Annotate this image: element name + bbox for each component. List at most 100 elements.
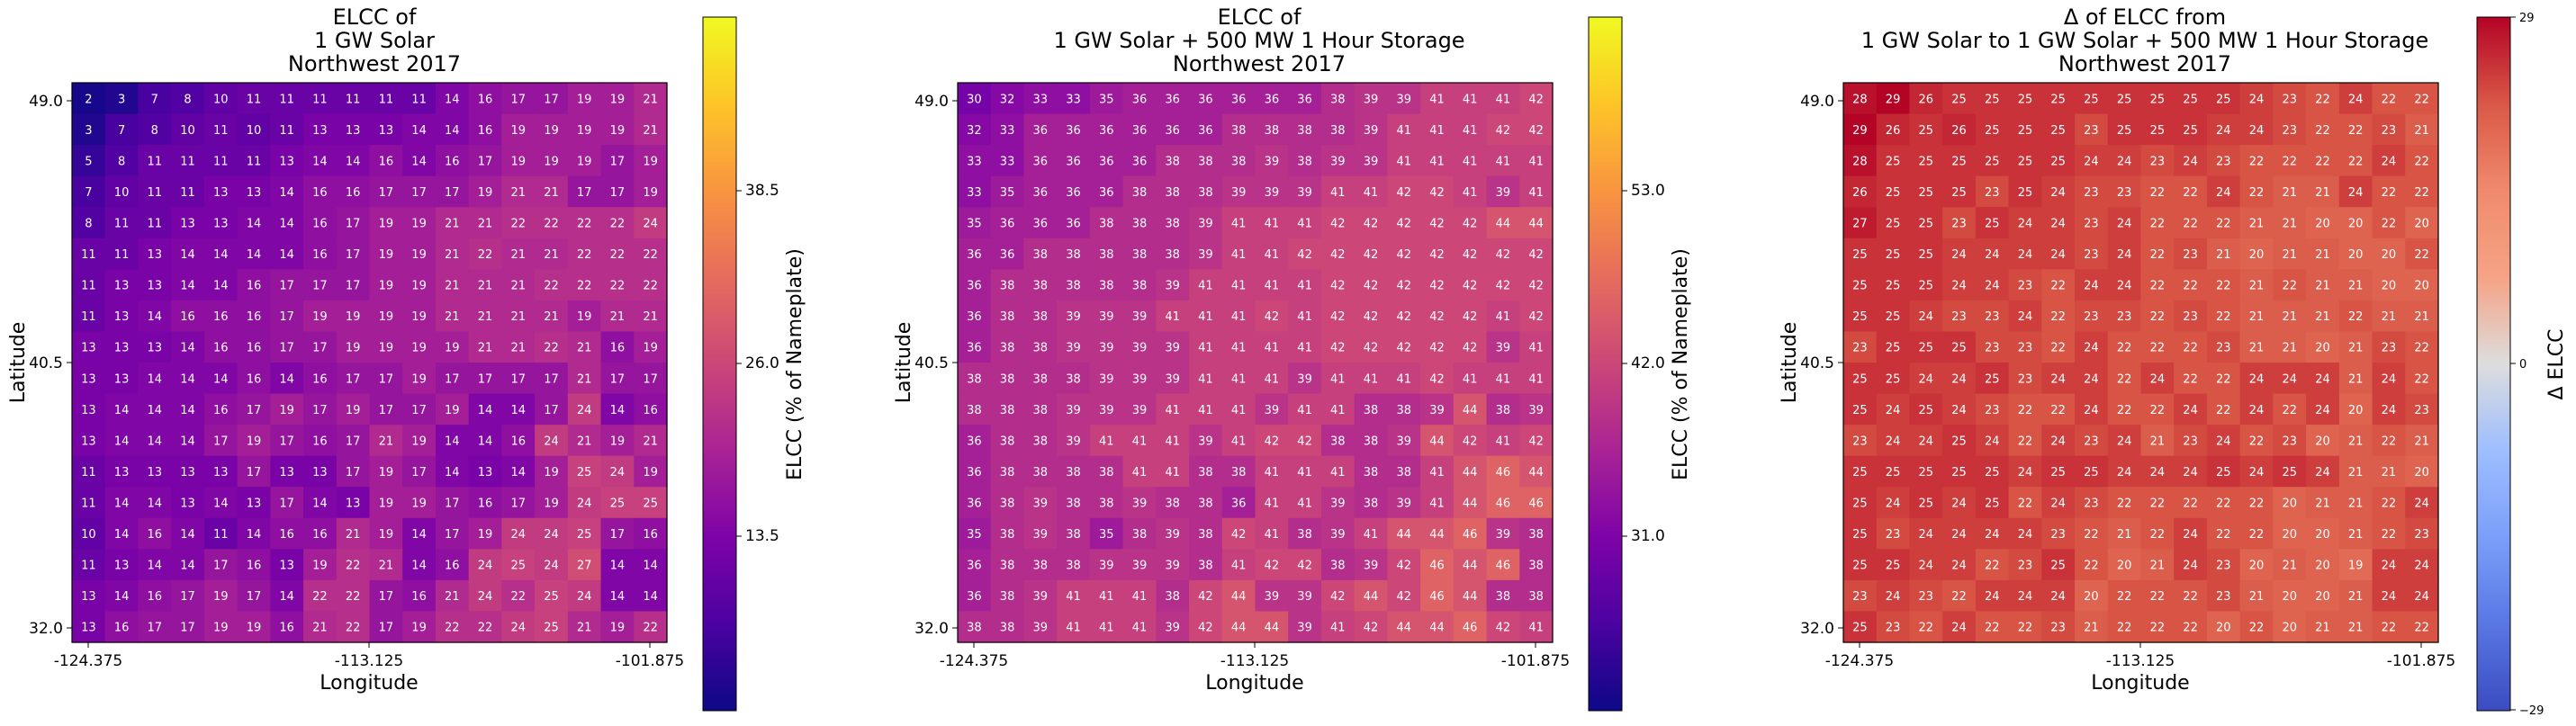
heatmap-cell bbox=[171, 517, 205, 550]
heatmap-cell bbox=[2075, 363, 2109, 395]
heatmap-cell bbox=[1942, 269, 1977, 301]
heatmap-cell bbox=[501, 455, 536, 488]
heatmap-cell bbox=[2372, 238, 2406, 270]
heatmap-cell bbox=[2338, 611, 2373, 643]
heatmap-cell-label: 22 bbox=[610, 218, 626, 231]
heatmap-cell-label: 38 bbox=[1132, 528, 1148, 542]
heatmap-cell bbox=[2174, 611, 2208, 643]
heatmap-cell bbox=[336, 238, 371, 270]
heatmap-cell-label: 21 bbox=[544, 186, 559, 200]
heatmap-cell bbox=[1320, 425, 1356, 457]
heatmap-cell-label: 22 bbox=[346, 622, 361, 635]
heatmap-cell bbox=[1288, 300, 1322, 333]
heatmap-cell bbox=[1189, 207, 1223, 239]
heatmap-cell-label: 10 bbox=[213, 93, 229, 106]
heatmap-cell bbox=[1122, 455, 1157, 488]
heatmap-cell-label: 16 bbox=[445, 560, 460, 573]
heatmap-cell bbox=[336, 83, 371, 115]
heatmap-cell bbox=[2107, 455, 2142, 488]
heatmap-cell bbox=[468, 145, 502, 177]
heatmap-cell bbox=[535, 83, 569, 115]
heatmap-cell-label: 7 bbox=[118, 124, 125, 138]
heatmap-cell bbox=[2405, 393, 2439, 426]
heatmap-cell bbox=[2041, 517, 2076, 550]
heatmap-cell bbox=[1189, 145, 1223, 177]
heatmap-cell-label: 39 bbox=[1297, 622, 1312, 635]
heatmap-cell-label: 22 bbox=[2018, 404, 2033, 417]
heatmap-cell bbox=[2075, 145, 2109, 177]
panel-2-colorbar-tick-label: 53.0 bbox=[1631, 182, 1665, 200]
heatmap-cell-label: 44 bbox=[1364, 590, 1379, 604]
heatmap-cell-label: 38 bbox=[1066, 528, 1081, 542]
heatmap-cell-label: 14 bbox=[279, 218, 294, 231]
heatmap-cell-label: 42 bbox=[1528, 310, 1544, 324]
heatmap-cell-label: 13 bbox=[247, 186, 262, 200]
heatmap-cell bbox=[2107, 300, 2142, 333]
heatmap-cell-label: 22 bbox=[2150, 590, 2166, 604]
heatmap-cell bbox=[435, 83, 470, 115]
heatmap-cell bbox=[237, 238, 271, 270]
heatmap-cell bbox=[468, 549, 502, 581]
heatmap-cell bbox=[2273, 83, 2307, 115]
heatmap-cell bbox=[203, 363, 239, 395]
heatmap-cell-label: 14 bbox=[610, 590, 626, 604]
heatmap-cell bbox=[2372, 300, 2406, 333]
heatmap-cell-label: 25 bbox=[2150, 93, 2166, 106]
heatmap-cell bbox=[402, 487, 437, 519]
heatmap-cell bbox=[270, 145, 304, 177]
heatmap-cell bbox=[1843, 300, 1878, 333]
heatmap-cell bbox=[270, 363, 304, 395]
heatmap-cell bbox=[2338, 207, 2373, 239]
heatmap-cell bbox=[303, 175, 338, 208]
heatmap-cell-label: 39 bbox=[1528, 404, 1544, 417]
heatmap-cell bbox=[1942, 579, 1977, 613]
heatmap-cell bbox=[303, 611, 338, 643]
heatmap-cell bbox=[2306, 331, 2340, 363]
heatmap-cell-label: 22 bbox=[2018, 497, 2033, 511]
heatmap-cell bbox=[2372, 269, 2406, 301]
heatmap-cell-label: 14 bbox=[247, 248, 262, 262]
heatmap-cell-label: 24 bbox=[2414, 590, 2429, 604]
heatmap-cell bbox=[468, 517, 502, 550]
heatmap-cell-label: 24 bbox=[577, 404, 592, 417]
heatmap-cell bbox=[237, 363, 271, 395]
heatmap-cell-label: 41 bbox=[1231, 435, 1247, 448]
heatmap-cell bbox=[237, 300, 271, 333]
heatmap-cell bbox=[535, 393, 569, 426]
heatmap-cell bbox=[501, 487, 536, 519]
heatmap-cell bbox=[634, 238, 668, 270]
heatmap-cell-label: 11 bbox=[247, 155, 262, 168]
heatmap-cell bbox=[203, 175, 239, 208]
heatmap-cell bbox=[1519, 113, 1554, 146]
panel-1-xtick-label: -113.125 bbox=[335, 652, 403, 670]
heatmap-cell bbox=[1486, 425, 1520, 457]
heatmap-cell bbox=[270, 238, 304, 270]
heatmap-cell-label: 21 bbox=[379, 560, 394, 573]
heatmap-cell bbox=[1023, 549, 1058, 581]
heatmap-cell bbox=[1255, 455, 1289, 488]
heatmap-cell bbox=[435, 207, 470, 239]
heatmap-cell-label: 41 bbox=[1265, 528, 1280, 542]
heatmap-cell-label: 41 bbox=[1330, 186, 1346, 200]
heatmap-cell bbox=[501, 425, 536, 457]
heatmap-cell bbox=[435, 517, 470, 550]
heatmap-cell bbox=[2338, 487, 2373, 519]
heatmap-cell-label: 25 bbox=[1919, 186, 1934, 200]
heatmap-cell-label: 8 bbox=[118, 155, 125, 168]
heatmap-cell bbox=[1975, 331, 2010, 363]
heatmap-cell bbox=[1975, 269, 2010, 301]
heatmap-cell bbox=[1057, 300, 1091, 333]
heatmap-cell bbox=[2206, 238, 2241, 270]
heatmap-cell bbox=[600, 238, 635, 270]
heatmap-cell bbox=[1843, 455, 1878, 488]
heatmap-cell bbox=[402, 549, 437, 581]
heatmap-cell-label: 22 bbox=[2117, 342, 2132, 355]
heatmap-cell-label: 38 bbox=[1330, 124, 1346, 138]
heatmap-cell-label: 22 bbox=[2150, 342, 2166, 355]
heatmap-cell bbox=[1942, 425, 1977, 457]
heatmap-cell bbox=[1089, 517, 1124, 550]
heatmap-cell-label: 24 bbox=[2018, 310, 2033, 324]
heatmap-cell bbox=[1255, 425, 1289, 457]
heatmap-cell-label: 36 bbox=[1033, 124, 1049, 138]
heatmap-cell bbox=[1420, 393, 1455, 426]
